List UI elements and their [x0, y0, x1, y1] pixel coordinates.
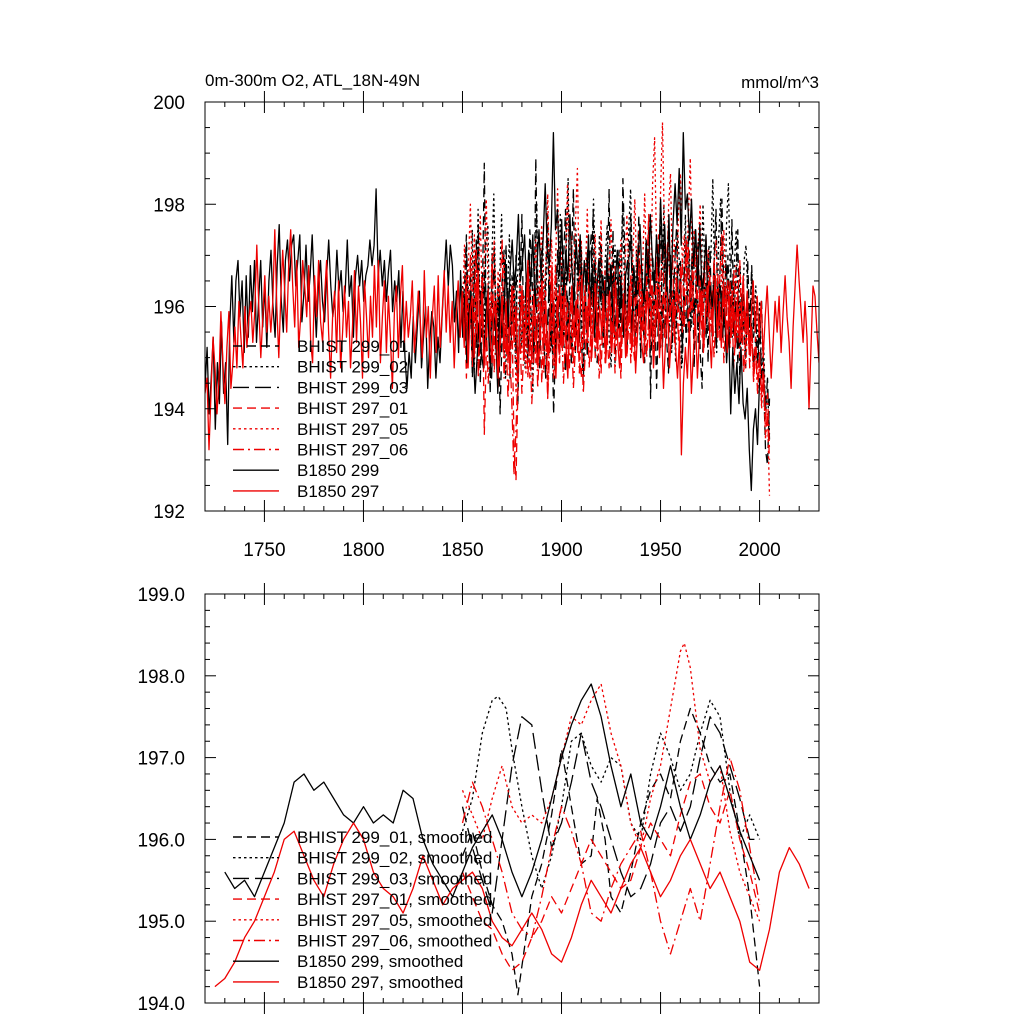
series-line-bhist-299-02-smoothed: [461, 695, 761, 890]
series-line-bhist-297-06: [461, 244, 771, 476]
legend-label: BHIST 297_06, smoothed: [297, 932, 492, 951]
series-line-b1850-297-smoothed: [214, 822, 810, 988]
legend-label: BHIST 297_05, smoothed: [297, 911, 492, 930]
series-line-b1850-299: [205, 132, 761, 492]
y-tick-label: 194: [153, 400, 185, 421]
x-tick-label: 1900: [540, 540, 582, 561]
plot-frame: [204, 101, 820, 512]
legend-label: BHIST 297_01, smoothed: [297, 890, 492, 909]
series-layer: [205, 121, 819, 496]
legend-label: BHIST 297_06: [297, 441, 408, 460]
legend-label: BHIST 297_01: [297, 399, 408, 418]
legend-label: B1850 299: [297, 461, 379, 480]
axes: 192 194 196 198 200 1750 1800 1850 1900 1950 2000: [153, 91, 820, 561]
x-tick-label: 2000: [738, 540, 780, 561]
y-tick-label: 195.0: [137, 912, 185, 933]
plot-frame: [204, 593, 820, 1004]
legend-label: BHIST 299_03: [297, 378, 408, 397]
x-tick-label: 1950: [639, 540, 681, 561]
y-tick-label: 198: [153, 195, 185, 216]
y-tick-label: 194.0: [137, 994, 185, 1015]
series-line-bhist-299-03-smoothed: [461, 716, 760, 914]
legend-label: BHIST 299_02: [297, 358, 408, 377]
y-tick-label: 192: [153, 502, 185, 523]
legend-label: BHIST 299_01, smoothed: [297, 828, 492, 847]
legend-label: BHIST 299_02, smoothed: [297, 849, 492, 868]
series-layer: [214, 642, 810, 996]
legend-label: B1850 297: [297, 482, 379, 501]
panel-bottom: BHIST 299_01, smoothed BHIST 299_02, smoo…: [137, 583, 820, 1015]
legend-label: BHIST 297_05: [297, 420, 408, 439]
units-label: mmol/m^3: [741, 73, 819, 92]
x-tick-label: 1800: [342, 540, 384, 561]
series-line-b1850-297: [205, 229, 819, 456]
x-tick-label: 1850: [441, 540, 483, 561]
y-tick-label: 199.0: [137, 585, 185, 606]
series-line-bhist-297-05-smoothed: [461, 642, 761, 922]
x-tick-label: 1750: [243, 540, 285, 561]
y-tick-label: 200: [153, 93, 185, 114]
legend-label: BHIST 299_03, smoothed: [297, 869, 492, 888]
y-tick-label: 196: [153, 298, 185, 319]
legend: BHIST 299_01, smoothed BHIST 299_02, smoo…: [233, 828, 492, 992]
axes: 194.0 195.0 196.0 197.0 198.0 199.0: [137, 583, 820, 1015]
panel-top: 0m-300m O2, ATL_18N-49N mmol/m^3 BHIST 2…: [153, 71, 820, 561]
y-tick-label: 198.0: [137, 667, 185, 688]
y-tick-label: 197.0: [137, 749, 185, 770]
series-line-b1850-299-smoothed: [224, 683, 761, 898]
y-tick-label: 196.0: [137, 830, 185, 851]
legend-label: B1850 299, smoothed: [297, 952, 463, 971]
series-line-bhist-299-01-smoothed: [461, 707, 761, 996]
legend-label: BHIST 299_01: [297, 337, 408, 356]
legend-label: B1850 297, smoothed: [297, 973, 463, 992]
chart-title: 0m-300m O2, ATL_18N-49N: [205, 71, 420, 90]
